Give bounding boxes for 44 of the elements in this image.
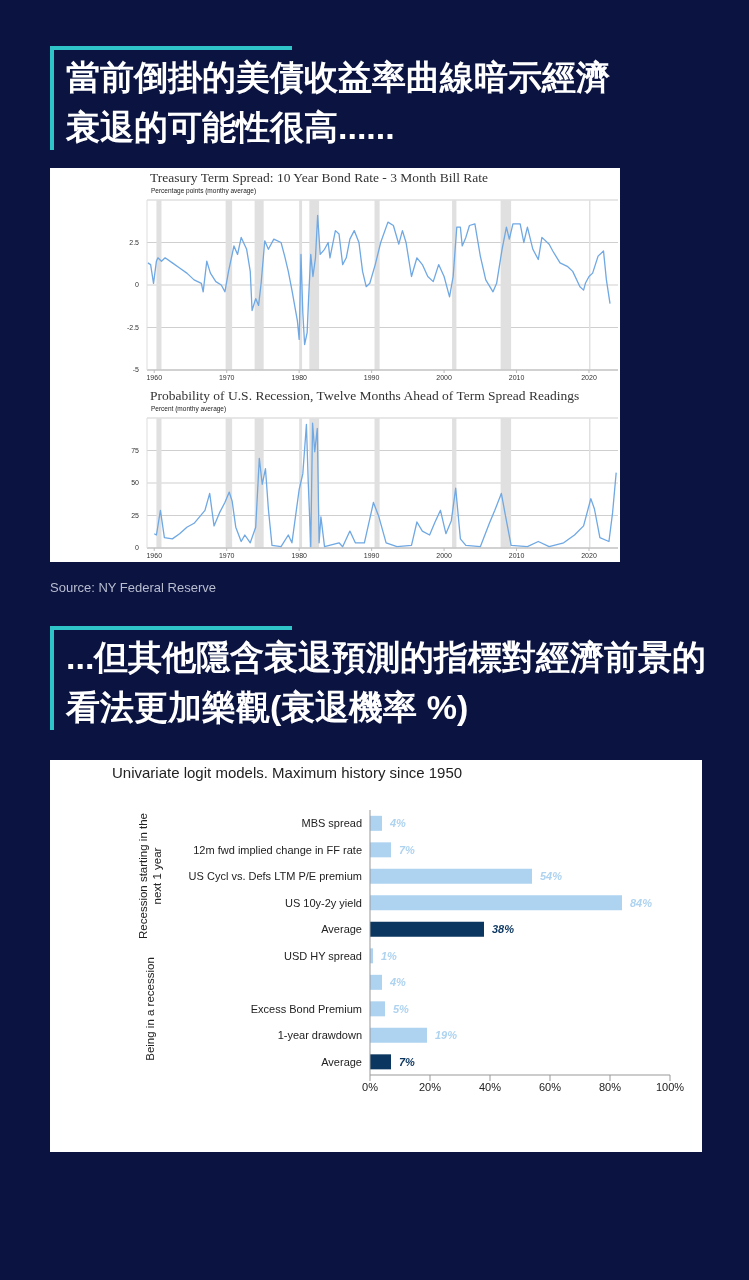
bar <box>370 842 391 858</box>
source-note: Source: NY Federal Reserve <box>50 580 216 595</box>
text: Being in a recession <box>143 955 157 1063</box>
y-tick-label: Excess Bond Premium <box>250 1002 362 1015</box>
chart-subtitle: Treasury Term Spread: 10 Year Bond Rate - 3 Month Bill Rate <box>150 170 490 186</box>
data-label: 1% <box>381 949 398 962</box>
data-label: 38% <box>492 923 515 936</box>
bar <box>370 868 532 884</box>
x-tick-label: 20% <box>418 1080 442 1093</box>
y-tick-label: USD HY spread <box>283 949 362 962</box>
bar <box>370 1054 391 1070</box>
chart-subtitle: Univariate logit models. Maximum history since 1950 <box>112 764 463 781</box>
bar <box>370 815 382 831</box>
bar <box>370 974 382 990</box>
chart-title: 當前倒掛的美債收益率曲線暗示經濟衰退的可能性很高...... <box>65 57 611 148</box>
bar <box>370 1001 385 1017</box>
chart-title: Probability of U.S. Recession, Twelve Months Ahead of Term Spread Readings <box>150 388 581 404</box>
data-label: 4% <box>389 817 407 830</box>
y-tick-label: Average <box>321 923 362 936</box>
bar <box>370 921 484 937</box>
data-label: 5% <box>393 1002 410 1015</box>
y-tick-label: US Cycl vs. Defs LTM P/E premium <box>188 870 362 883</box>
y-tick-label: 1-year drawdown <box>277 1029 362 1042</box>
y-tick-label: Average <box>321 1055 362 1068</box>
line-series <box>147 214 611 346</box>
data-label: 19% <box>435 1029 458 1042</box>
data-label: 54% <box>540 870 563 883</box>
y-tick-label: US 10y-2y yield <box>284 896 362 909</box>
x-tick-label: 100% <box>655 1080 685 1093</box>
x-tick-label: 0% <box>362 1080 379 1093</box>
line-series <box>153 422 617 548</box>
x-tick-label: 80% <box>598 1080 622 1093</box>
y-tick-label: 12m fwd implied change in FF rate <box>193 843 362 856</box>
bar <box>370 895 622 911</box>
data-label: 7% <box>399 1055 416 1068</box>
bar <box>370 1027 427 1043</box>
data-label: 84% <box>630 896 653 909</box>
chart-title: ...但其他隱含衰退預測的指標對經濟前景的看法更加樂觀(衰退機率 %) <box>64 637 708 728</box>
data-label: 7% <box>399 843 416 856</box>
x-tick-label: 60% <box>538 1080 562 1093</box>
y-tick-label: MBS spread <box>301 817 362 830</box>
data-label: 4% <box>389 976 407 989</box>
text: Recession starting in the next 1 year <box>136 812 164 942</box>
x-tick-label: 40% <box>478 1080 502 1093</box>
